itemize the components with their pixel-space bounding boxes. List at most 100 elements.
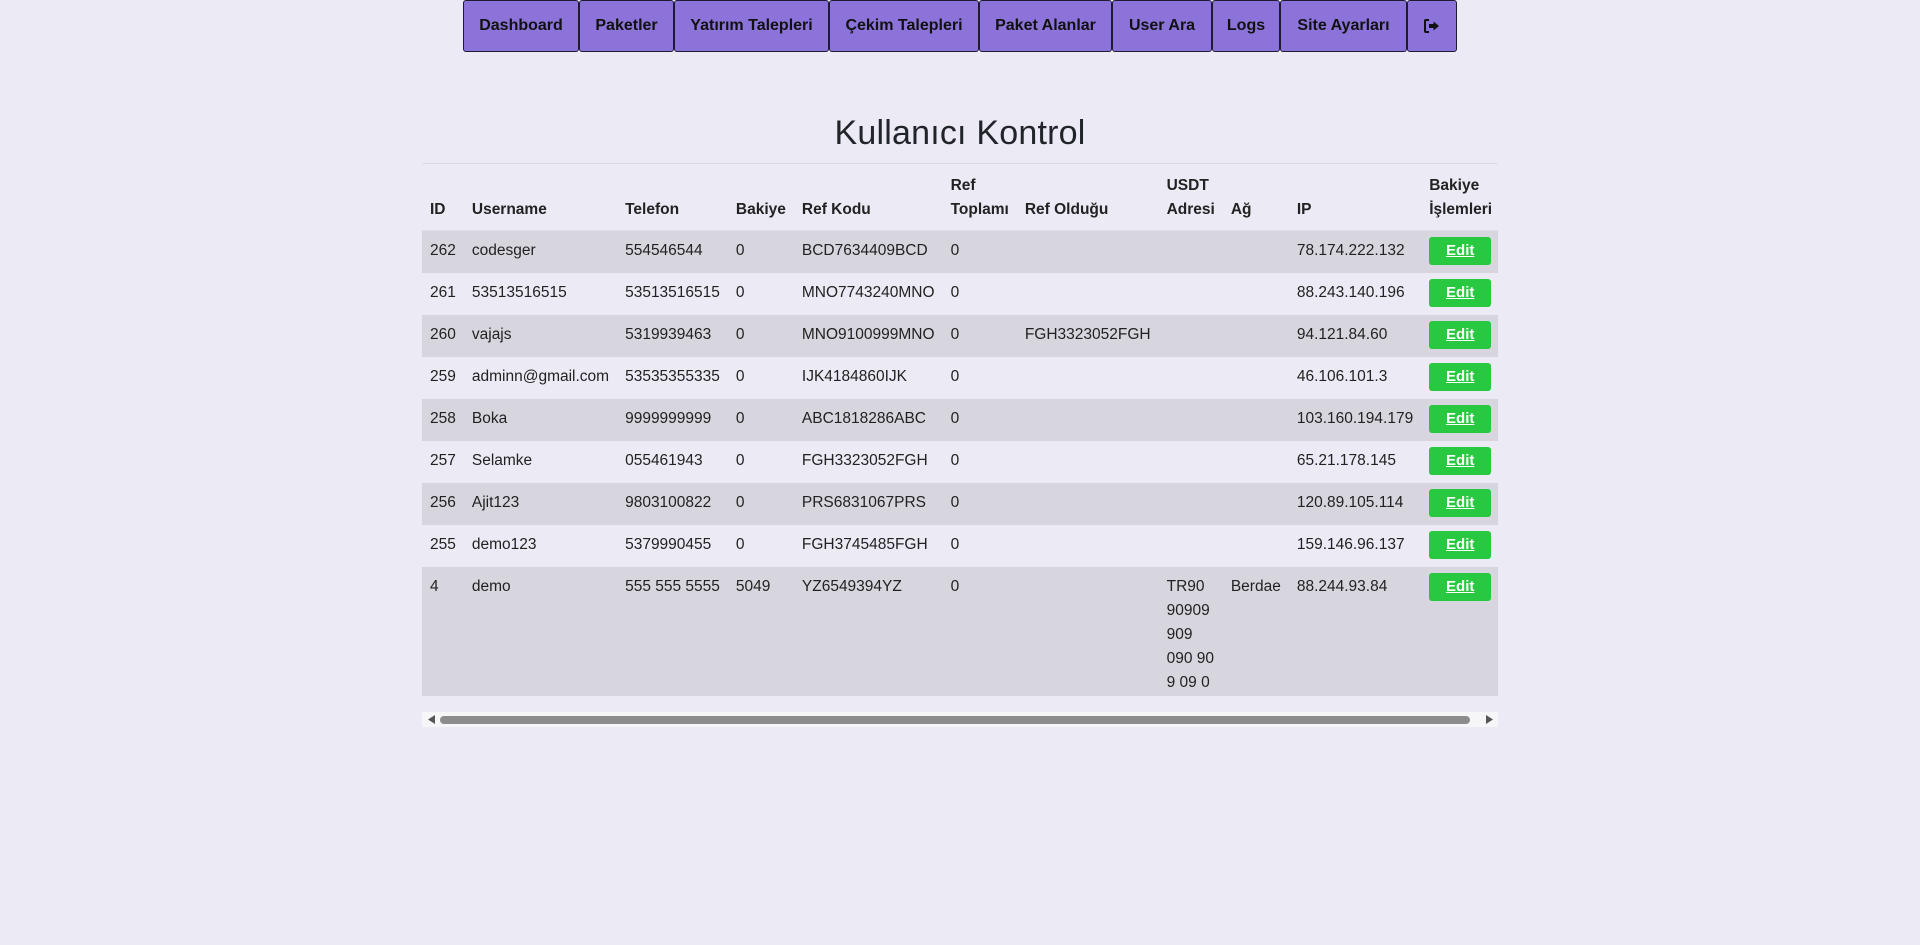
cell-id: 261 — [430, 284, 456, 301]
arrow-left-icon[interactable] — [424, 712, 439, 727]
logout-button[interactable] — [1407, 0, 1457, 52]
edit-button[interactable]: Edit — [1429, 363, 1492, 391]
cell-bakiye: 0 — [735, 494, 745, 511]
cell-ip: 103.160.194.179 — [1296, 410, 1414, 427]
cell-telefon: 5319939463 — [625, 326, 712, 343]
cell-ref-oldugu — [1017, 483, 1159, 525]
cell-ag — [1223, 231, 1289, 274]
table-row: 259 adminn@gmail.com 53535355335 0 IJK41… — [422, 357, 1498, 399]
cell-ref-kodu: FGH3323052FGH — [801, 452, 928, 469]
header-bakiye-islemleri: Bakiye İşlemleri — [1421, 166, 1498, 231]
cell-usdt-adresi — [1159, 231, 1223, 274]
table-row: 4 demo 555 555 5555 5049 YZ6549394YZ 0 T… — [422, 567, 1498, 696]
header-telefon: Telefon — [617, 166, 728, 231]
table-row: 261 53513516515 53513516515 0 MNO7743240… — [422, 273, 1498, 315]
cell-username: 53513516515 — [471, 284, 567, 301]
cell-ref-toplami: 0 — [950, 242, 960, 259]
cell-usdt-adresi — [1159, 357, 1223, 399]
arrow-right-icon[interactable] — [1481, 712, 1496, 727]
cell-telefon: 53535355335 — [625, 368, 720, 385]
cell-ip: 120.89.105.114 — [1296, 494, 1404, 511]
cell-ag: Berdae — [1230, 578, 1281, 595]
cell-ip: 65.21.178.145 — [1296, 452, 1396, 469]
edit-button[interactable]: Edit — [1429, 279, 1492, 307]
cell-id: 256 — [430, 494, 456, 511]
cell-usdt-adresi: TR90 90909 909 090 90 9 09 0 — [1166, 578, 1215, 691]
nav-yatirim-talepleri-button[interactable]: Yatırım Talepleri — [674, 0, 829, 52]
edit-button[interactable]: Edit — [1429, 237, 1492, 265]
sign-out-icon — [1424, 19, 1440, 33]
cell-actions: Edit — [1421, 315, 1498, 357]
cell-usdt-adresi — [1159, 273, 1223, 315]
cell-bakiye: 0 — [735, 326, 745, 343]
edit-button[interactable]: Edit — [1429, 321, 1492, 349]
cell-ip: 88.244.93.84 — [1296, 578, 1388, 595]
edit-button[interactable]: Edit — [1429, 531, 1492, 559]
nav-paketler-button[interactable]: Paketler — [579, 0, 674, 52]
cell-ip: 78.174.222.132 — [1296, 242, 1405, 259]
header-ref-oldugu: Ref Olduğu — [1016, 166, 1159, 231]
edit-button[interactable]: Edit — [1429, 489, 1492, 517]
title-divider — [422, 163, 1498, 164]
cell-ag — [1223, 273, 1289, 315]
cell-ref-oldugu — [1017, 441, 1159, 483]
cell-ref-kodu: BCD7634409BCD — [801, 242, 928, 259]
cell-ref-kodu: FGH3745485FGH — [801, 536, 928, 553]
cell-ag — [1223, 399, 1289, 441]
cell-ref-toplami: 0 — [950, 494, 960, 511]
cell-ag — [1223, 525, 1289, 567]
cell-ref-toplami: 0 — [950, 326, 960, 343]
edit-button[interactable]: Edit — [1429, 573, 1492, 601]
cell-actions: Edit — [1421, 567, 1498, 696]
cell-ref-toplami: 0 — [950, 410, 960, 427]
cell-username: codesger — [471, 242, 536, 259]
cell-ip: 94.121.84.60 — [1296, 326, 1388, 343]
cell-actions: Edit — [1421, 483, 1498, 525]
users-table: ID Username Telefon Bakiye Ref Kodu Ref … — [422, 166, 1498, 696]
header-id: ID — [422, 166, 464, 231]
cell-ref-kodu: PRS6831067PRS — [801, 494, 926, 511]
cell-username: Selamke — [471, 452, 533, 469]
cell-ref-oldugu — [1017, 399, 1159, 441]
cell-telefon: 555 555 5555 — [625, 578, 720, 595]
horizontal-scrollbar[interactable] — [422, 712, 1498, 727]
cell-ip: 88.243.140.196 — [1296, 284, 1405, 301]
cell-ref-kodu: YZ6549394YZ — [801, 578, 902, 595]
cell-telefon: 055461943 — [625, 452, 703, 469]
cell-id: 262 — [430, 242, 456, 259]
cell-ref-toplami: 0 — [950, 536, 960, 553]
cell-ref-oldugu — [1017, 273, 1159, 315]
cell-id: 4 — [430, 578, 439, 595]
cell-username: Ajit123 — [471, 494, 520, 511]
cell-bakiye: 0 — [735, 242, 745, 259]
table-row: 258 Boka 9999999999 0 ABC1818286ABC 0 10… — [422, 399, 1498, 441]
cell-ref-kodu: MNO9100999MNO — [801, 326, 935, 343]
table-row: 257 Selamke 055461943 0 FGH3323052FGH 0 … — [422, 441, 1498, 483]
scrollbar-thumb[interactable] — [440, 716, 1470, 724]
cell-ip: 159.146.96.137 — [1296, 536, 1405, 553]
cell-bakiye: 0 — [735, 284, 745, 301]
cell-ref-toplami: 0 — [950, 452, 960, 469]
users-table-container: ID Username Telefon Bakiye Ref Kodu Ref … — [422, 166, 1498, 696]
table-row: 256 Ajit123 9803100822 0 PRS6831067PRS 0… — [422, 483, 1498, 525]
header-ip: IP — [1288, 166, 1422, 231]
nav-user-ara-button[interactable]: User Ara — [1112, 0, 1212, 52]
table-header-row: ID Username Telefon Bakiye Ref Kodu Ref … — [422, 166, 1498, 231]
cell-bakiye: 0 — [735, 536, 745, 553]
nav-cekim-talepleri-button[interactable]: Çekim Talepleri — [829, 0, 979, 52]
header-bakiye: Bakiye — [727, 166, 794, 231]
edit-button[interactable]: Edit — [1429, 405, 1492, 433]
nav-paket-alanlar-button[interactable]: Paket Alanlar — [979, 0, 1112, 52]
nav-site-ayarlari-button[interactable]: Site Ayarları — [1280, 0, 1407, 52]
edit-button[interactable]: Edit — [1429, 447, 1492, 475]
header-ref-kodu: Ref Kodu — [793, 166, 943, 231]
nav-dashboard-button[interactable]: Dashboard — [463, 0, 579, 52]
cell-usdt-adresi — [1159, 483, 1223, 525]
cell-id: 257 — [430, 452, 456, 469]
cell-ref-kodu: MNO7743240MNO — [801, 284, 935, 301]
cell-bakiye: 0 — [735, 410, 745, 427]
cell-ref-toplami: 0 — [950, 284, 960, 301]
nav-logs-button[interactable]: Logs — [1212, 0, 1280, 52]
cell-usdt-adresi — [1159, 441, 1223, 483]
cell-bakiye: 5049 — [735, 578, 771, 595]
